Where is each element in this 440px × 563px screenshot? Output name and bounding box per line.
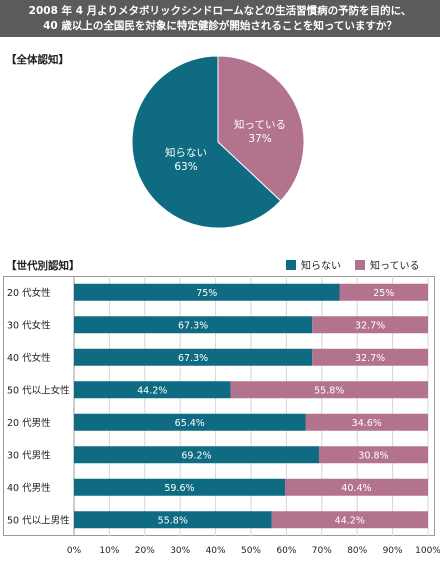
bar-label-unaware: 65.4% <box>175 418 205 429</box>
bar-label-aware: 44.2% <box>335 515 365 526</box>
category-label: 20 代女性 <box>7 287 51 299</box>
category-label: 50 代以上男性 <box>7 514 70 526</box>
bar-unaware <box>74 381 231 399</box>
bar-aware <box>312 316 428 334</box>
x-tick-label: 20% <box>135 546 155 556</box>
pie-slice-unaware <box>131 55 282 229</box>
bar-label-unaware: 55.8% <box>158 515 188 526</box>
bar-label-unaware: 75% <box>196 288 217 299</box>
x-tick-label: 30% <box>170 546 190 556</box>
x-tick-label: 50% <box>241 546 261 556</box>
x-tick-label: 90% <box>383 546 403 556</box>
overall-section-title: 【全体認知】 <box>6 54 69 66</box>
legend-swatch-unaware <box>286 259 296 270</box>
legend-label-aware: 知っている <box>370 261 420 272</box>
overall-pie-chart <box>131 55 305 229</box>
bar-unaware <box>74 316 313 334</box>
bar-label-aware: 25% <box>373 288 394 299</box>
x-tick-label: 10% <box>99 546 119 556</box>
bar-aware <box>305 413 428 431</box>
bar-aware <box>230 381 428 399</box>
bar-aware <box>318 446 428 464</box>
legend-item-unaware: 知らない <box>286 257 341 272</box>
pie-label-aware: 知っている 37% <box>228 118 292 146</box>
pie-label-unaware-value: 63% <box>174 161 198 173</box>
bar-label-unaware: 59.6% <box>164 483 194 494</box>
header-line-1: 2008 年 4 月よりメタボリックシンドロームなどの生活習慣病の予防を目的に、 <box>28 4 412 17</box>
bar-label-aware: 32.7% <box>355 353 385 364</box>
x-tick-label: 40% <box>206 546 226 556</box>
bar-aware <box>271 511 428 529</box>
category-label: 30 代男性 <box>7 449 51 461</box>
category-label: 50 代以上女性 <box>7 384 70 396</box>
x-tick-label: 60% <box>276 546 296 556</box>
x-tick-label: 100% <box>415 546 440 556</box>
bar-label-aware: 55.8% <box>314 385 344 396</box>
category-label: 20 代男性 <box>7 417 51 429</box>
pie-label-unaware: 知らない 63% <box>156 146 216 174</box>
pie-label-aware-name: 知っている <box>234 119 286 131</box>
legend-swatch-aware <box>355 259 365 270</box>
x-tick-label: 0% <box>67 546 82 556</box>
x-tick-label: 80% <box>347 546 367 556</box>
pie-label-unaware-name: 知らない <box>165 147 207 159</box>
bar-unaware <box>74 446 319 464</box>
category-label: 40 代男性 <box>7 482 51 494</box>
bar-aware <box>284 478 428 496</box>
bar-unaware <box>74 478 285 496</box>
bar-unaware <box>74 413 306 431</box>
bar-unaware <box>74 283 340 301</box>
bar-aware <box>339 283 428 301</box>
bar-unaware <box>74 348 313 366</box>
bar-aware <box>312 348 428 366</box>
generation-section-title: 【世代別認知】 <box>6 260 80 272</box>
bar-label-aware: 32.7% <box>355 320 385 331</box>
header-line-2: 40 歳以上の全国民を対象に特定健診が開始されることを知っていますか？ <box>43 19 397 32</box>
bar-label-unaware: 44.2% <box>137 385 167 396</box>
pie-slice-aware <box>217 55 305 202</box>
legend-label-unaware: 知らない <box>301 261 341 272</box>
bar-label-aware: 34.6% <box>352 418 382 429</box>
bar-label-aware: 40.4% <box>341 483 371 494</box>
category-label: 40 代女性 <box>7 352 51 364</box>
bar-label-unaware: 67.3% <box>178 353 208 364</box>
bar-label-unaware: 69.2% <box>181 450 211 461</box>
legend-item-aware: 知っている <box>355 257 420 272</box>
bar-label-aware: 30.8% <box>358 450 388 461</box>
bar-unaware <box>74 511 272 529</box>
generation-chart-frame <box>3 276 435 536</box>
chart-header: 2008 年 4 月よりメタボリックシンドロームなどの生活習慣病の予防を目的に、… <box>0 0 440 37</box>
x-tick-label: 70% <box>312 546 332 556</box>
pie-label-aware-value: 37% <box>248 133 272 145</box>
bar-label-unaware: 67.3% <box>178 320 208 331</box>
legend: 知らない 知っている <box>286 257 434 272</box>
category-label: 30 代女性 <box>7 319 51 331</box>
